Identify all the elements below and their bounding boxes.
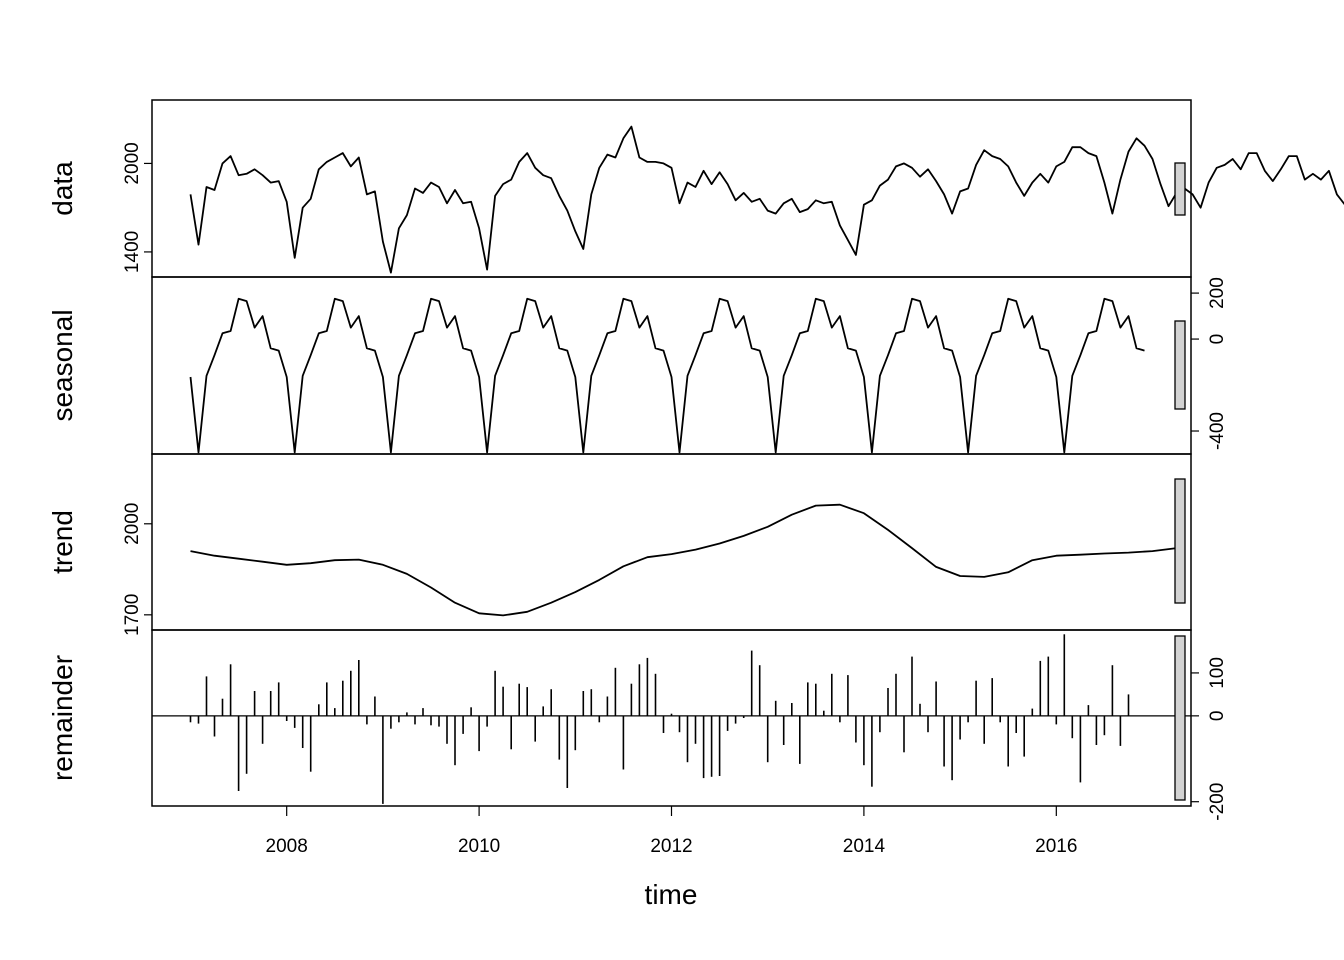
y-tick-label-trend: 1700 (122, 594, 143, 636)
x-axis-label: time (645, 879, 698, 910)
y-tick-label-seasonal: 200 (1207, 277, 1228, 309)
panel-label-remainder: remainder (47, 655, 78, 781)
x-tick-label: 2012 (650, 836, 692, 857)
y-tick-label-remainder: 100 (1207, 657, 1228, 689)
y-tick-label-data: 1400 (122, 231, 143, 273)
range-bar-trend (1174, 478, 1186, 604)
x-tick-label: 2016 (1035, 836, 1077, 857)
panel-frame-seasonal (151, 276, 1192, 455)
range-bar-data (1174, 162, 1186, 216)
y-tick-label-remainder: -200 (1207, 783, 1228, 821)
y-tick-label-data: 2000 (122, 142, 143, 184)
panel-label-trend: trend (47, 510, 78, 574)
series-line-seasonal (189, 297, 1145, 454)
x-tick-label: 2014 (843, 836, 886, 857)
panel-label-data: data (47, 161, 78, 216)
range-bar-remainder (1174, 635, 1186, 801)
y-tick-label-remainder: 0 (1207, 711, 1228, 722)
range-bar-seasonal (1174, 320, 1186, 410)
panel-frame-data (151, 99, 1192, 278)
panel-label-seasonal: seasonal (47, 309, 78, 421)
series-line-data (189, 125, 1344, 274)
panel-frame-trend (151, 453, 1192, 631)
x-tick-label: 2008 (266, 836, 308, 857)
x-tick-label: 2010 (458, 836, 500, 857)
series-line-trend (190, 503, 1177, 617)
panel-frame-remainder (151, 629, 1192, 807)
y-tick-label-seasonal: 0 (1207, 334, 1228, 345)
y-tick-label-trend: 2000 (122, 503, 143, 545)
y-tick-label-seasonal: -400 (1207, 412, 1228, 450)
